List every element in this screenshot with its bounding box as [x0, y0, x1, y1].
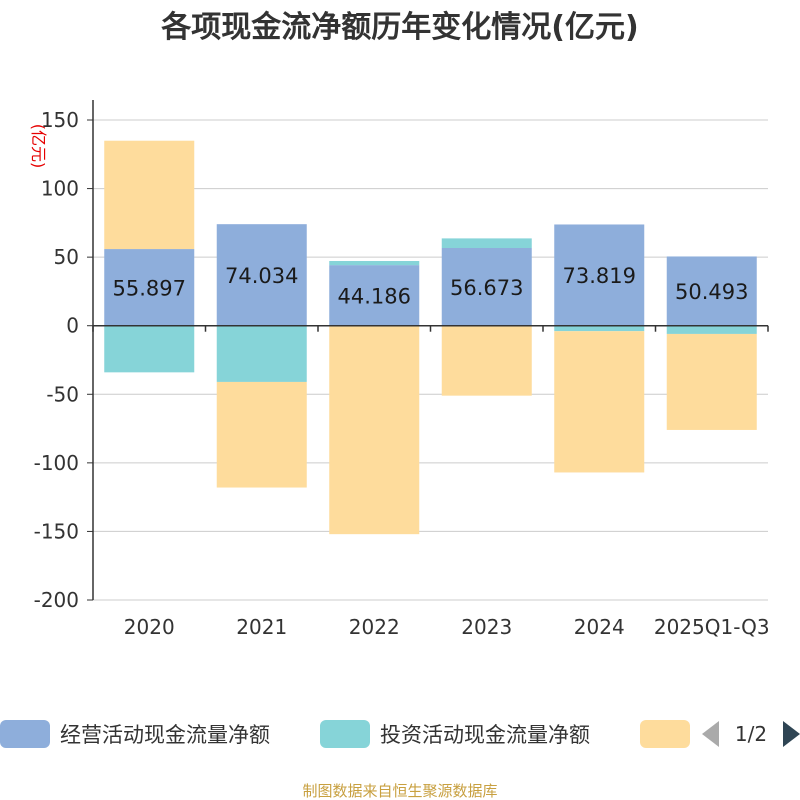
tick-labels: 150 100 50 0 -50 -100 -150 -200 2020 2021 2022 2023…: [34, 108, 770, 639]
x-tick-label: 2025Q1-Q3: [654, 615, 770, 639]
bar-investing-2021[interactable]: [216, 325, 307, 382]
bar-financing-2024[interactable]: [554, 331, 645, 473]
bar-financing-2022[interactable]: [329, 325, 420, 535]
x-tick-label: 2022: [349, 615, 400, 639]
bar-financing-2023[interactable]: [441, 325, 532, 396]
bar-operating-2024[interactable]: [554, 224, 645, 326]
bar-investing-2025Q1-Q3[interactable]: [666, 325, 757, 334]
legend-item-investing[interactable]: 投资活动现金流量净额: [320, 720, 590, 748]
bar-investing-2020[interactable]: [104, 325, 195, 373]
x-tick-label: 2023: [461, 615, 512, 639]
chart-title: 各项现金流净额历年变化情况(亿元): [160, 10, 638, 45]
legend-label: 投资活动现金流量净额: [380, 723, 590, 747]
x-tick-label: 2024: [574, 615, 625, 639]
legend-label: 经营活动现金流量净额: [60, 723, 270, 747]
bar-value-label: 73.819: [563, 264, 636, 288]
bar-investing-2022[interactable]: [329, 261, 420, 266]
y-tick-label: 0: [66, 314, 79, 338]
bar-operating-2021[interactable]: [216, 224, 307, 326]
legend-item-financing[interactable]: [640, 720, 690, 748]
legend: 经营活动现金流量净额 投资活动现金流量净额 1/2: [0, 720, 800, 748]
bar-investing-2023[interactable]: [441, 238, 532, 248]
axes: [87, 100, 769, 601]
y-tick-label: 50: [54, 245, 79, 269]
bar-value-label: 55.897: [113, 276, 186, 300]
source-note: 制图数据来自恒生聚源数据库: [302, 782, 497, 800]
x-tick-label: 2021: [236, 615, 287, 639]
y-tick-label: -100: [34, 451, 79, 475]
legend-swatch: [640, 720, 690, 748]
grid-lines: [93, 119, 768, 601]
y-tick-label: 150: [41, 108, 79, 132]
bar-financing-2021[interactable]: [216, 381, 307, 488]
bar-value-label: 50.493: [675, 280, 748, 304]
triangle-right-icon[interactable]: [783, 721, 800, 747]
x-tick-label: 2020: [124, 615, 175, 639]
bars: [104, 140, 757, 535]
y-tick-label: -150: [34, 519, 79, 543]
bar-operating-2025Q1-Q3[interactable]: [666, 256, 757, 326]
y-tick-label: 100: [41, 177, 79, 201]
bar-financing-2025Q1-Q3[interactable]: [666, 333, 757, 430]
legend-page-indicator: 1/2: [735, 722, 767, 746]
bar-operating-2022[interactable]: [329, 265, 420, 326]
y-axis-unit: (亿元): [29, 124, 48, 169]
bar-value-label: 44.186: [338, 284, 411, 308]
y-tick-label: -50: [46, 382, 79, 406]
bar-value-label: 56.673: [450, 276, 523, 300]
bar-operating-2020[interactable]: [104, 249, 195, 326]
bar-value-label: 74.034: [225, 264, 298, 288]
legend-item-operating[interactable]: 经营活动现金流量净额: [0, 720, 270, 748]
bar-operating-2023[interactable]: [441, 247, 532, 326]
bar-labels: 55.897 74.034 44.186 56.673 73.819 50.493: [113, 264, 749, 308]
bar-financing-2020[interactable]: [104, 140, 195, 250]
bar-investing-2024[interactable]: [554, 325, 645, 332]
y-tick-label: -200: [34, 588, 79, 612]
legend-swatch: [0, 720, 50, 748]
legend-swatch: [320, 720, 370, 748]
triangle-left-icon[interactable]: [702, 721, 719, 747]
